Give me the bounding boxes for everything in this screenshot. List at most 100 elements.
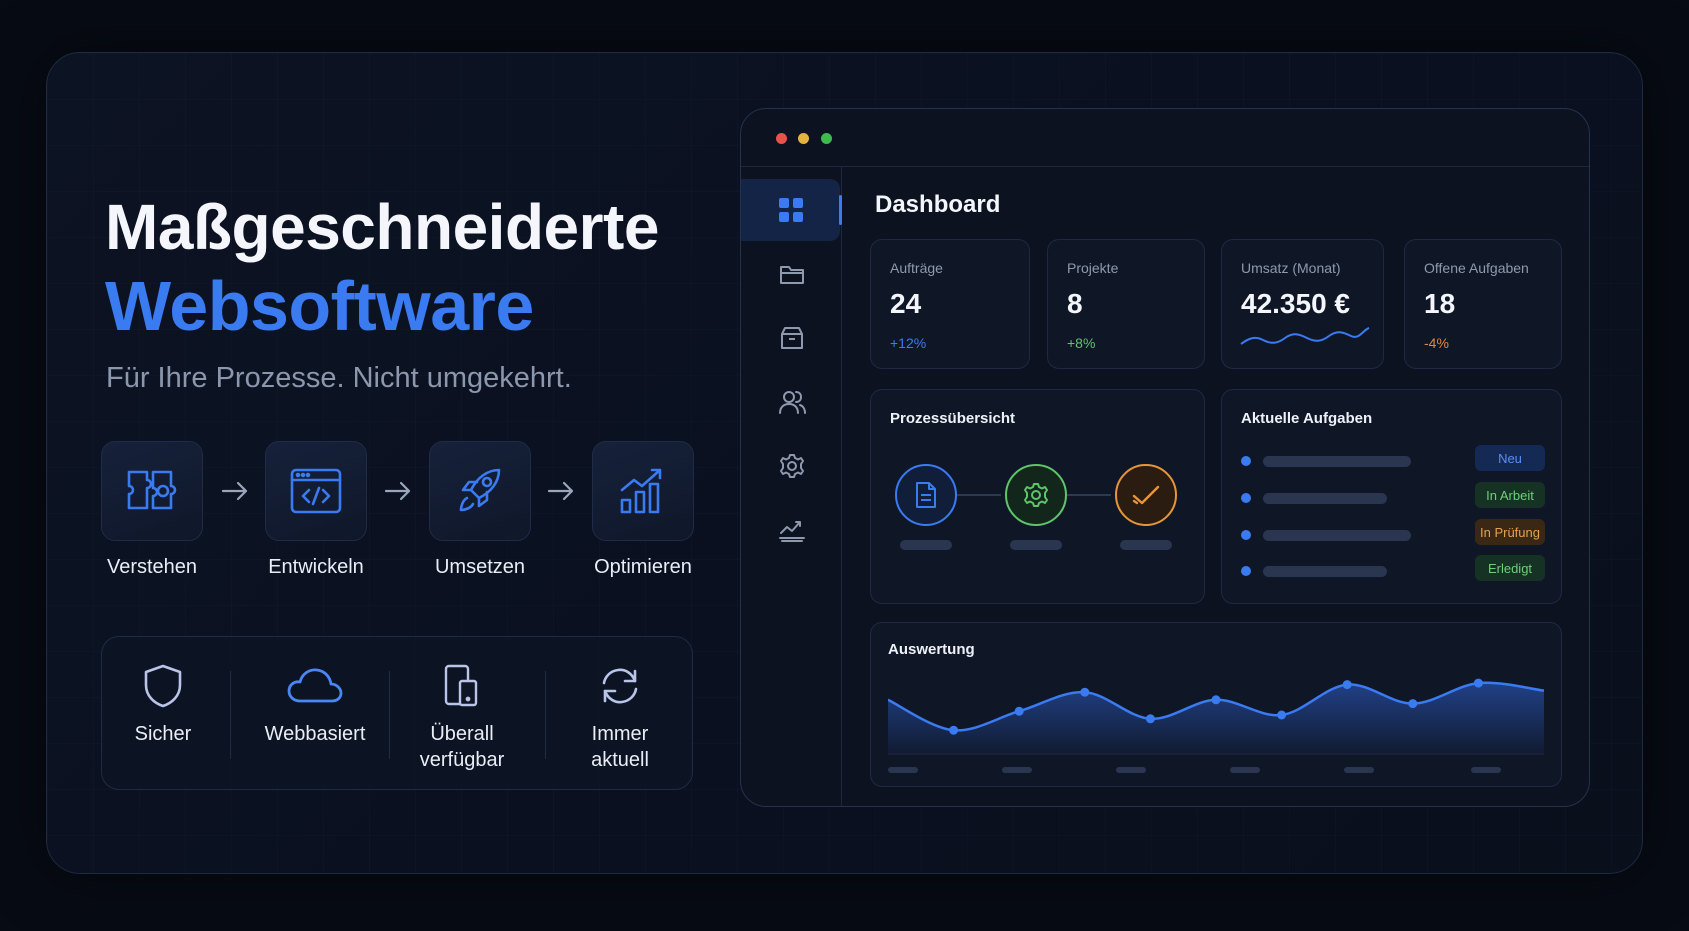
close-dot[interactable] [776,133,787,144]
stat-value: 18 [1424,288,1456,319]
divider [230,671,231,759]
sidebar-item-dashboard[interactable] [741,179,842,241]
users-icon [778,391,806,414]
feature-label: Webbasiert [264,723,366,745]
axis-tick-placeholder [1002,767,1032,773]
folder-icon [779,266,804,284]
feature-sicher: Sicher [124,661,202,747]
arrow-right-icon [384,481,411,501]
check-icon [1132,485,1160,505]
hero-title-line2: Websoftware [105,267,534,345]
divider [389,671,390,759]
axis-tick-placeholder [1471,767,1501,773]
chart-growth-icon [620,468,662,514]
feature-label: Sicher [134,723,192,745]
sidebar-item-users[interactable] [741,371,842,433]
process-connector [1067,494,1111,496]
panel-title: Prozessübersicht [890,410,1016,427]
axis-tick-placeholder [1116,767,1146,773]
dashboard-window: Dashboard Aufträge 24 +12% Projekte 8 +8… [740,108,1590,807]
panel-title: Auswertung [888,641,975,658]
arrow-right-icon [221,481,248,501]
stat-value: 24 [890,288,922,319]
stat-card-projekte[interactable]: Projekte 8 +8% [1047,239,1205,369]
gear-icon [1024,483,1048,507]
stat-card-auftraege[interactable]: Aufträge 24 +12% [870,239,1030,369]
grid-icon [778,198,803,222]
task-item[interactable] [1241,523,1541,547]
process-overview-panel: Prozessübersicht [870,389,1205,604]
process-step-document[interactable] [895,464,957,526]
status-badge: Erledigt [1475,555,1545,581]
rocket-icon [459,468,501,512]
tasks-panel: Aktuelle Aufgaben Neu In Arbeit In Prüfu… [1221,389,1562,604]
analytics-icon [778,521,805,542]
feature-ueberall: Überall verfügbar [402,661,522,773]
stat-label: Offene Aufgaben [1424,260,1529,276]
sidebar-item-projects[interactable] [741,243,842,305]
step-entwickeln: Entwickeln [265,441,367,578]
hero-title-line1: Maßgeschneiderte [105,191,659,263]
arrow-right-icon [547,481,574,501]
step-optimieren: Optimieren [592,441,694,578]
hero-subtitle: Für Ihre Prozesse. Nicht umgekehrt. [106,362,572,394]
chart-point [1277,710,1287,720]
task-item[interactable] [1241,486,1541,510]
stat-label: Aufträge [890,260,943,276]
process-connector [957,494,1001,496]
task-item[interactable] [1241,559,1541,583]
status-badge: Neu [1475,445,1545,471]
sidebar-item-archive[interactable] [741,307,842,369]
stat-delta: -4% [1424,335,1449,351]
step-label: Verstehen [106,556,198,578]
puzzle-icon [127,470,177,510]
step-umsetzen: Umsetzen [429,441,531,578]
stat-label: Umsatz (Monat) [1241,260,1341,276]
analytics-panel: Auswertung [870,622,1562,787]
step-verstehen: Verstehen [101,441,203,578]
status-badge: In Arbeit [1475,482,1545,508]
code-window-icon [290,468,342,514]
sidebar-item-analytics[interactable] [741,499,842,561]
window-titlebar [741,109,1589,167]
process-label-placeholder [900,540,952,550]
sidebar-item-settings[interactable] [741,435,842,497]
sparkline [1240,327,1370,345]
axis-tick-placeholder [1230,767,1260,773]
stat-value: 42.350 € [1241,288,1350,319]
process-step-check[interactable] [1115,464,1177,526]
step-label: Optimieren [594,556,692,578]
sidebar [741,167,842,806]
feature-webbasiert: Webbasiert [250,661,380,747]
axis-tick-placeholder [888,767,918,773]
chart-point [949,725,959,735]
chart-point [1080,687,1090,697]
archive-icon [780,327,803,349]
step-label: Umsetzen [434,556,526,578]
stat-card-umsatz[interactable]: Umsatz (Monat) 42.350 € [1221,239,1384,369]
stat-delta: +12% [890,335,927,351]
refresh-icon [602,668,638,704]
process-label-placeholder [1010,540,1062,550]
chart-point [1473,678,1483,688]
step-label: Entwickeln [268,556,364,578]
stat-card-offene-aufgaben[interactable]: Offene Aufgaben 18 -4% [1404,239,1562,369]
gear-icon [779,454,804,478]
page-title: Dashboard [875,191,1001,218]
features-panel: Sicher Webbasiert Überall verfügbar [101,636,693,790]
chart-point [1408,699,1418,709]
devices-icon [444,664,478,707]
panel-title: Aktuelle Aufgaben [1241,410,1373,427]
process-label-placeholder [1120,540,1172,550]
stat-value: 8 [1067,288,1083,319]
chart-point [1342,680,1352,690]
task-item[interactable] [1241,449,1541,473]
stat-label: Projekte [1067,260,1119,276]
maximize-dot[interactable] [821,133,832,144]
feature-immer-aktuell: Immer aktuell [562,661,678,773]
minimize-dot[interactable] [798,133,809,144]
process-step-gear[interactable] [1005,464,1067,526]
feature-label: Überall verfügbar [419,723,505,771]
chart-point [1145,714,1155,724]
chart-area [888,682,1544,755]
